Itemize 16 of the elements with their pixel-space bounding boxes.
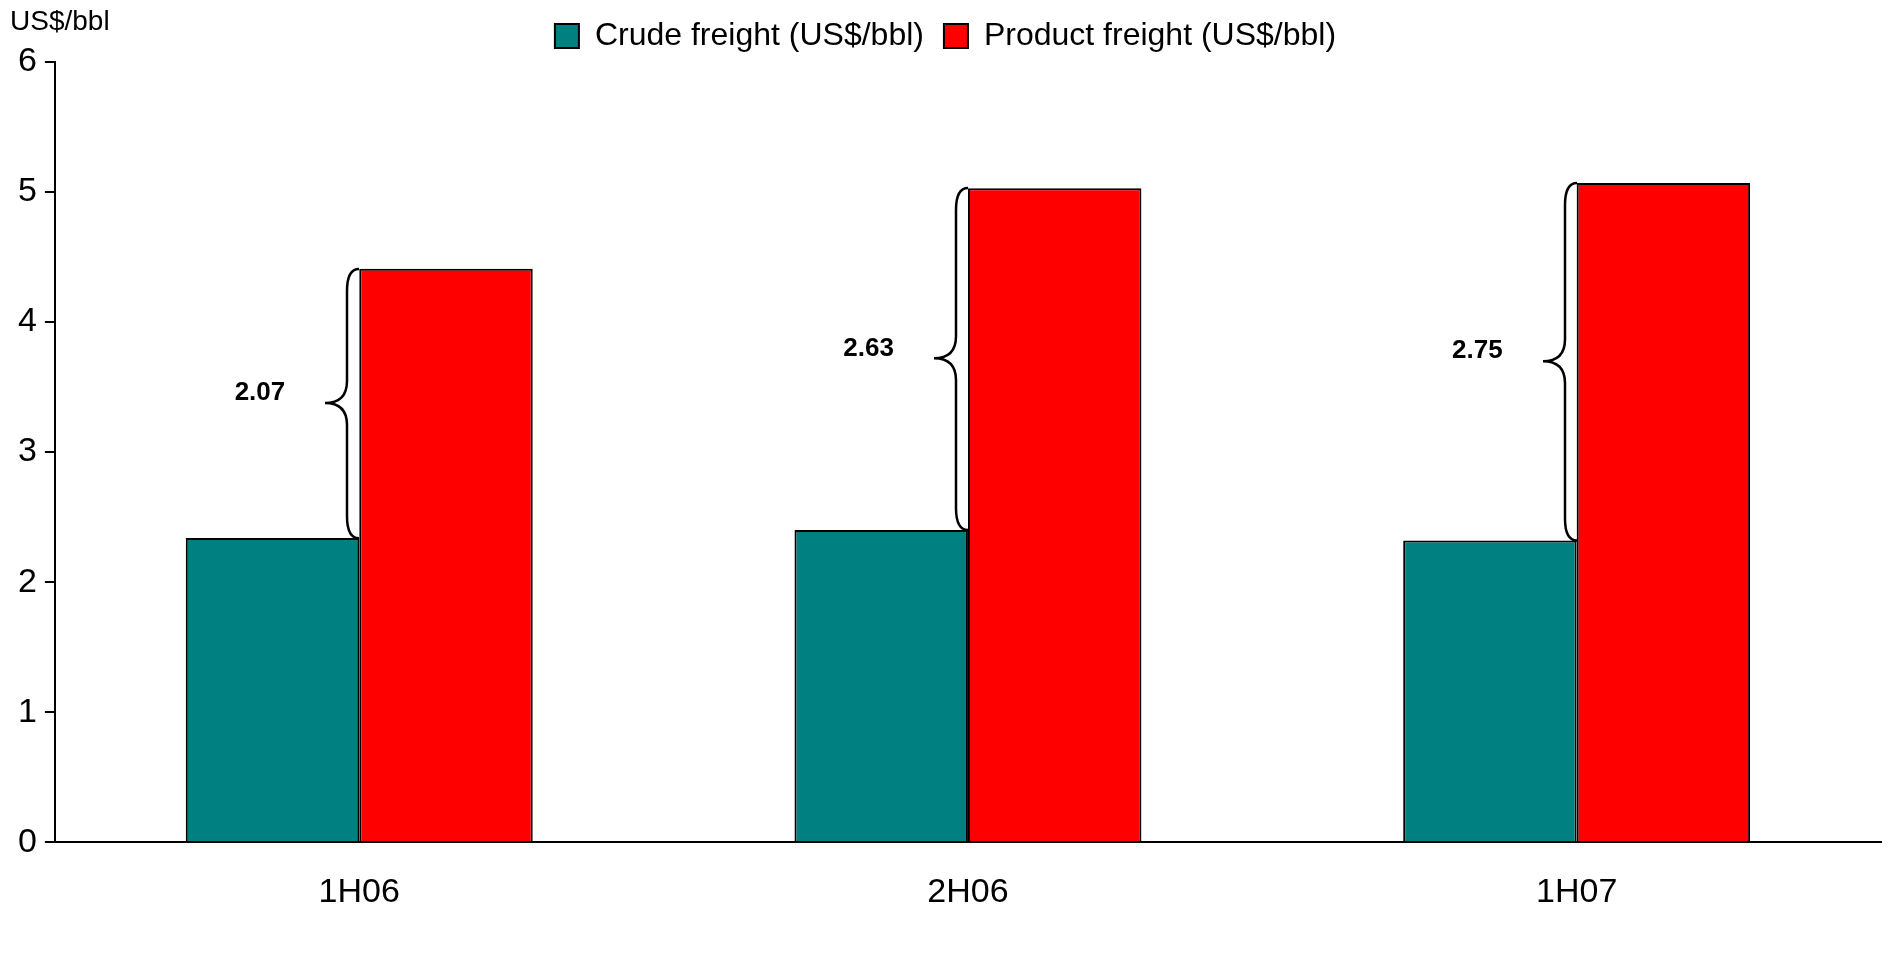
annotation: 2.75 (1452, 334, 1503, 365)
legend-label: Product freight (US$/bbl) (983, 15, 1337, 52)
x-tick-label: 2H06 (927, 870, 1009, 909)
x-tick-label: 1H06 (318, 870, 400, 909)
y-axis-title: US$/bbl (10, 4, 110, 36)
x-tick-label: 1H07 (1536, 870, 1618, 909)
y-tick-label: 6 (17, 40, 37, 79)
y-tick-label: 2 (17, 560, 37, 599)
y-tick-label: 3 (17, 430, 37, 469)
legend-label: Crude freight (US$/bbl) (594, 15, 924, 52)
annotation: 2.07 (234, 375, 286, 406)
y-tick-label: 5 (17, 170, 37, 209)
annotation: 2.63 (843, 331, 894, 362)
y-tick-label: 0 (17, 820, 37, 859)
y-tick-label: 4 (17, 300, 37, 339)
y-tick-label: 1 (17, 690, 37, 729)
